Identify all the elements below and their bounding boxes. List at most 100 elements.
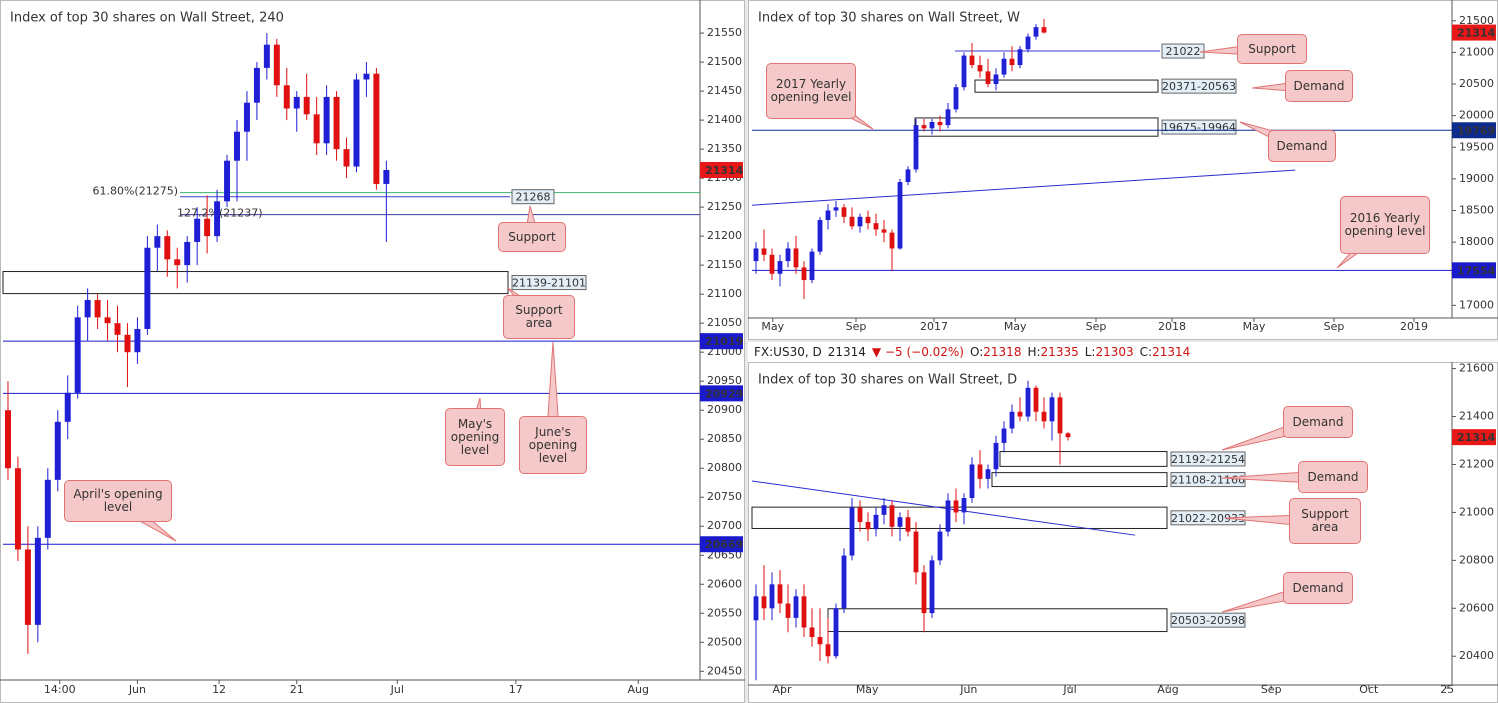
zone-label-text: 21108-21166 bbox=[1171, 474, 1245, 487]
price-badge-text: 20929 bbox=[705, 387, 743, 400]
candle-body bbox=[124, 334, 131, 353]
y-tick-label: 20400 bbox=[1459, 649, 1494, 662]
zone-label: 21022-20933 bbox=[1170, 510, 1246, 526]
trendline bbox=[751, 480, 1136, 536]
candle-body bbox=[154, 236, 161, 248]
y-tick-label: 20500 bbox=[1459, 77, 1494, 90]
callout: Support area bbox=[1289, 498, 1361, 544]
callout: May's opening level bbox=[445, 408, 505, 466]
y-tick-label: 21400 bbox=[707, 113, 742, 126]
candle-body bbox=[194, 218, 201, 242]
candle-body bbox=[809, 627, 815, 638]
candle-body bbox=[913, 125, 919, 170]
callout: April's opening level bbox=[64, 480, 172, 522]
callout: Demand bbox=[1268, 130, 1336, 162]
ohlc-item: C:21314 bbox=[1140, 345, 1191, 359]
level-box-text: 21022 bbox=[1166, 45, 1201, 58]
chart-panel: 2045020500205502060020650207002075020800… bbox=[0, 0, 745, 703]
candle-body bbox=[1057, 397, 1063, 434]
candle-body bbox=[785, 603, 791, 618]
price-badge bbox=[700, 536, 743, 553]
zone-label-text: 19675-19964 bbox=[1162, 121, 1236, 134]
candle-body bbox=[873, 514, 879, 530]
candle-body bbox=[243, 102, 250, 132]
x-tick-label: Sep bbox=[1086, 320, 1107, 333]
candle-body bbox=[929, 560, 935, 614]
y-tick-label: 21400 bbox=[1459, 410, 1494, 423]
candle-body bbox=[897, 182, 903, 249]
candle-body bbox=[785, 248, 791, 262]
price-badge-text: 19769 bbox=[1457, 124, 1495, 137]
candle-body bbox=[1009, 58, 1015, 66]
candle-body bbox=[263, 44, 270, 68]
candle-body bbox=[769, 254, 775, 274]
chart-title: Index of top 30 shares on Wall Street, D bbox=[758, 373, 1017, 388]
y-tick-label: 20750 bbox=[707, 490, 742, 503]
callout: Support bbox=[498, 222, 566, 252]
candle-body bbox=[993, 442, 999, 470]
candle-body bbox=[921, 125, 927, 129]
candle-body bbox=[363, 73, 370, 80]
candle-body bbox=[84, 299, 91, 318]
x-tick-label: Sep bbox=[1261, 683, 1282, 696]
x-tick-label: 25 bbox=[1440, 683, 1454, 696]
candle-body bbox=[14, 468, 21, 550]
ohlc-value: 21314 bbox=[1152, 345, 1191, 359]
x-tick-label: Aug bbox=[1157, 683, 1178, 696]
price-badge bbox=[700, 333, 743, 350]
zone-label: 21192-21254 bbox=[1170, 451, 1246, 467]
last-price: 21314 bbox=[827, 345, 866, 359]
zone bbox=[991, 472, 1168, 488]
zone-label-text: 21022-20933 bbox=[1171, 512, 1245, 525]
y-tick-label: 20950 bbox=[707, 374, 742, 387]
candle-body bbox=[1025, 387, 1031, 417]
y-tick-label: 21200 bbox=[1459, 457, 1494, 470]
x-tick-label: May bbox=[761, 320, 784, 333]
callout: Demand bbox=[1285, 70, 1353, 102]
candle-body bbox=[1017, 49, 1023, 66]
x-tick-label: Jun bbox=[959, 683, 977, 696]
x-tick-label: May bbox=[1243, 320, 1266, 333]
candle-body bbox=[809, 251, 815, 281]
candle-body bbox=[793, 596, 799, 618]
callout: Demand bbox=[1283, 406, 1353, 438]
x-tick-label: May bbox=[1004, 320, 1027, 333]
candle-body bbox=[817, 219, 823, 252]
candle-body bbox=[94, 299, 101, 318]
x-tick-label: Jul bbox=[1062, 683, 1076, 696]
candle-body bbox=[174, 259, 181, 266]
y-tick-label: 20900 bbox=[707, 403, 742, 416]
zone bbox=[999, 451, 1168, 467]
candle-body bbox=[801, 596, 807, 628]
candle-body bbox=[841, 207, 847, 217]
y-tick-label: 21000 bbox=[1459, 45, 1494, 58]
candle-body bbox=[184, 241, 191, 266]
candle-body bbox=[761, 248, 767, 255]
candle-body bbox=[333, 96, 340, 150]
candle-body bbox=[373, 73, 380, 184]
candle-body bbox=[753, 248, 759, 262]
candle-body bbox=[833, 608, 839, 657]
candle-body bbox=[1049, 397, 1055, 422]
candle-body bbox=[937, 121, 943, 126]
candle-body bbox=[985, 469, 991, 479]
chart-title: Index of top 30 shares on Wall Street, W bbox=[758, 11, 1020, 26]
zone bbox=[974, 79, 1159, 93]
candle-body bbox=[383, 170, 390, 184]
candle-body bbox=[857, 507, 863, 523]
candle-body bbox=[293, 96, 300, 109]
candle-body bbox=[833, 207, 839, 211]
candle-body bbox=[1025, 36, 1031, 50]
candle-body bbox=[801, 267, 807, 281]
candle-body bbox=[761, 596, 767, 609]
x-tick-label: 12 bbox=[212, 683, 226, 696]
candle-body bbox=[1009, 411, 1015, 429]
x-tick-label: Sep bbox=[1324, 320, 1345, 333]
candle-body bbox=[144, 247, 151, 329]
candle-body bbox=[1017, 411, 1023, 417]
price-badge bbox=[700, 385, 743, 402]
change: ▼ −5 (−0.02%) bbox=[871, 345, 964, 359]
candle-body bbox=[769, 584, 775, 609]
price-badge bbox=[1452, 262, 1496, 279]
